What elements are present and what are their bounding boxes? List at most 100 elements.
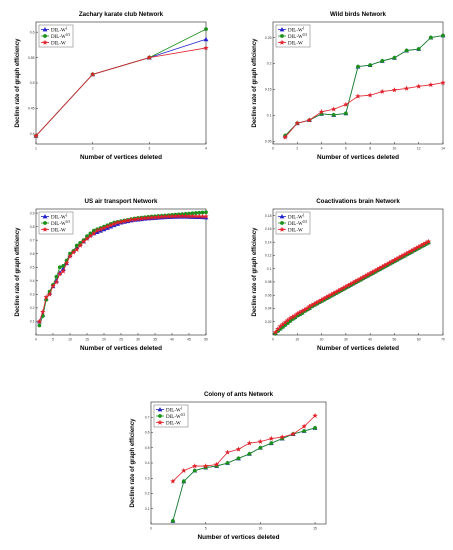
data-point-series-3 xyxy=(246,440,253,446)
data-point-series-3 xyxy=(394,255,400,261)
y-tick-label: 0.16 xyxy=(265,227,272,231)
series-line-3 xyxy=(284,82,444,138)
chart-title: Colony of ants Network xyxy=(204,391,274,398)
data-point-series-3 xyxy=(284,317,291,323)
x-axis-label: Number of vertices deleted xyxy=(80,154,162,161)
y-tick-label: 0.6 xyxy=(30,30,35,34)
legend-marker-2 xyxy=(280,221,284,225)
y-tick-label: 0.9 xyxy=(30,211,35,215)
data-point-series-3 xyxy=(396,254,402,260)
data-point-series-3 xyxy=(84,236,90,242)
legend-marker-2 xyxy=(43,34,47,38)
y-tick-label: 0.12 xyxy=(265,254,272,258)
data-point-series-3 xyxy=(152,214,158,220)
plot-area xyxy=(272,208,444,336)
legend-entry-1: DIL-W1 xyxy=(51,26,68,33)
data-point-series-2 xyxy=(441,33,445,38)
data-point-series-3 xyxy=(328,291,334,297)
y-tick-label: 0.2 xyxy=(145,492,150,496)
legend-entry-3: DIL-W xyxy=(51,228,66,233)
data-point-series-3 xyxy=(311,301,317,307)
data-point-series-3 xyxy=(60,268,66,274)
data-point-series-3 xyxy=(235,446,242,452)
data-point-series-3 xyxy=(343,283,349,289)
x-axis-label: Number of vertices deleted xyxy=(80,345,162,352)
data-point-series-2 xyxy=(61,264,66,268)
data-point-series-3 xyxy=(335,287,342,293)
data-point-series-3 xyxy=(282,134,288,140)
legend-entry-3: DIL-W xyxy=(166,421,181,426)
chart-title: Wild birds Network xyxy=(330,11,387,18)
data-point-series-3 xyxy=(108,222,114,228)
y-tick-label: 0.06 xyxy=(265,293,272,297)
data-point-series-3 xyxy=(391,87,398,93)
y-tick-label: 0.2 xyxy=(267,62,272,66)
x-tick-label: 12 xyxy=(417,147,421,151)
data-point-series-2 xyxy=(74,243,79,248)
data-point-series-3 xyxy=(43,294,49,300)
y-tick-label: 0.08 xyxy=(265,280,272,284)
x-tick-label: 10 xyxy=(295,338,299,342)
data-point-series-3 xyxy=(203,213,209,219)
data-point-series-3 xyxy=(357,275,364,281)
data-point-series-3 xyxy=(331,290,337,296)
x-tick-label: 50 xyxy=(204,338,208,342)
data-point-series-3 xyxy=(46,291,53,297)
data-point-series-3 xyxy=(413,245,419,251)
data-point-series-3 xyxy=(111,221,117,227)
chart-title: Coactivations brain Network xyxy=(316,198,400,205)
x-axis-label: Number of vertices deleted xyxy=(197,534,279,541)
data-point-series-3 xyxy=(196,213,202,219)
data-point-series-2 xyxy=(204,27,208,32)
x-tick-label: 5 xyxy=(205,527,207,531)
data-point-series-3 xyxy=(377,265,383,271)
legend-marker-3 xyxy=(42,39,48,45)
data-point-series-3 xyxy=(162,213,168,219)
x-tick-label: 0 xyxy=(272,147,274,151)
data-point-series-3 xyxy=(172,213,179,219)
data-point-series-3 xyxy=(350,279,356,285)
data-point-series-3 xyxy=(304,305,310,311)
x-tick-label: 3 xyxy=(148,147,150,151)
data-point-series-3 xyxy=(355,93,361,99)
data-point-series-3 xyxy=(312,412,318,418)
series-line-3 xyxy=(172,415,316,482)
data-point-series-3 xyxy=(186,213,192,219)
legend-entry-1: DIL-W1 xyxy=(51,213,68,220)
data-point-series-3 xyxy=(367,92,373,98)
data-point-series-2 xyxy=(54,274,59,279)
data-point-series-3 xyxy=(67,253,73,259)
data-point-series-2 xyxy=(193,211,198,215)
legend-marker-1 xyxy=(279,214,285,219)
data-point-series-3 xyxy=(104,223,111,229)
y-tick-label: 0.1 xyxy=(30,320,35,324)
data-point-series-2 xyxy=(247,451,252,456)
data-point-series-2 xyxy=(181,479,186,484)
data-point-series-2 xyxy=(392,55,397,60)
y-tick-label: 0.25 xyxy=(265,36,272,40)
data-point-series-2 xyxy=(343,111,348,116)
x-axis-label: Number of vertices deleted xyxy=(317,345,399,352)
legend-box xyxy=(38,24,74,48)
x-tick-label: 15 xyxy=(313,527,317,531)
y-tick-label: 0.1 xyxy=(267,114,272,118)
x-tick-label: 4 xyxy=(321,147,323,151)
y-tick-label: 0.4 xyxy=(30,279,35,283)
data-point-series-3 xyxy=(63,260,70,266)
data-point-series-3 xyxy=(384,261,390,267)
data-point-series-2 xyxy=(302,429,307,433)
data-point-series-2 xyxy=(428,35,433,40)
data-point-series-3 xyxy=(326,293,332,299)
data-point-series-2 xyxy=(190,211,195,216)
data-point-series-3 xyxy=(192,463,198,469)
data-point-series-3 xyxy=(77,242,83,248)
y-tick-label: 0.7 xyxy=(145,415,150,419)
legend-marker-1 xyxy=(42,214,48,219)
data-point-series-3 xyxy=(36,318,43,324)
data-point-series-2 xyxy=(192,468,197,473)
data-point-series-3 xyxy=(101,225,107,231)
legend-entry-3: DIL-W xyxy=(288,228,303,233)
x-tick-label: 30 xyxy=(136,338,140,342)
data-point-series-3 xyxy=(142,215,148,221)
chart-title: US air transport Network xyxy=(85,198,158,205)
